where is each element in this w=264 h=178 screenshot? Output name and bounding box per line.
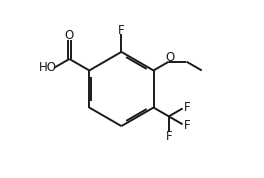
Text: F: F [118,23,125,36]
Text: O: O [165,51,174,64]
Text: O: O [65,29,74,42]
Text: F: F [166,130,172,143]
Text: F: F [183,101,190,114]
Text: HO: HO [38,61,56,74]
Text: F: F [183,119,190,132]
